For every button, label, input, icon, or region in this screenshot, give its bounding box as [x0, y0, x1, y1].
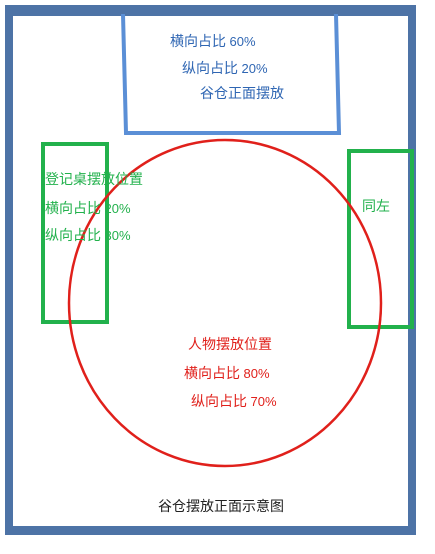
person-line2: 纵向占比 70% — [191, 395, 277, 410]
granary-line2-label: 纵向占比 — [182, 62, 238, 77]
desk-line1-label: 横向占比 — [45, 202, 101, 217]
person-circle — [67, 138, 383, 468]
person-title: 人物摆放位置 — [188, 338, 272, 353]
granary-line1-label: 横向占比 — [170, 35, 226, 50]
desk-title: 登记桌摆放位置 — [45, 173, 143, 188]
diagram-caption: 谷仓摆放正面示意图 — [158, 500, 284, 515]
person-line1-label: 横向占比 — [184, 367, 240, 382]
right-box-label: 同左 — [362, 200, 390, 215]
person-line1-value: 80% — [243, 366, 270, 381]
granary-line3: 谷仓正面摆放 — [200, 87, 284, 102]
granary-line1-value: 60% — [229, 34, 256, 49]
person-line1: 横向占比 80% — [184, 367, 270, 382]
granary-line1: 横向占比 60% — [170, 35, 256, 50]
desk-line1-value: 20% — [104, 201, 131, 216]
desk-line2-value: 30% — [104, 228, 131, 243]
desk-box — [41, 142, 109, 324]
granary-box — [121, 13, 342, 135]
person-line2-label: 纵向占比 — [191, 395, 247, 410]
desk-line1: 横向占比 20% — [45, 202, 131, 217]
desk-line2-label: 纵向占比 — [45, 229, 101, 244]
desk-line2: 纵向占比 30% — [45, 229, 131, 244]
granary-line2: 纵向占比 20% — [182, 62, 268, 77]
granary-line2-value: 20% — [241, 61, 268, 76]
person-line2-value: 70% — [250, 394, 277, 409]
